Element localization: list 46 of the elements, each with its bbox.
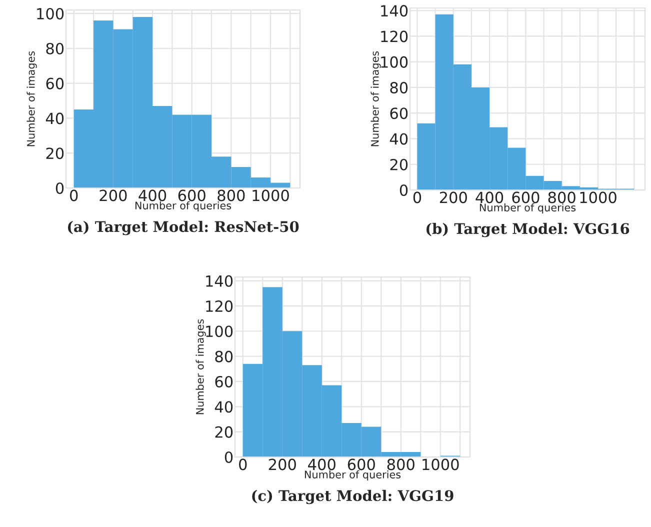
x-tick-label: 1000 — [422, 458, 459, 470]
y-tick-label: 100 — [206, 326, 233, 338]
y-tick-label: 20 — [390, 158, 408, 170]
x-tick-label: 0 — [413, 192, 422, 204]
y-tick-label: 120 — [206, 300, 233, 312]
x-tick-label: 600 — [348, 458, 375, 470]
y-tick-label: 80 — [215, 350, 233, 362]
y-axis-title: Number of images — [26, 51, 37, 146]
y-tick-label: 20 — [215, 426, 233, 438]
x-tick-label: 800 — [387, 458, 414, 470]
x-tick-label: 600 — [512, 192, 540, 204]
x-tick-label: 800 — [218, 190, 245, 202]
x-tick-label: 200 — [100, 190, 127, 202]
x-axis-title: Number of queries — [135, 201, 232, 212]
y-tick-label: 120 — [381, 30, 408, 42]
x-tick-label: 400 — [476, 192, 504, 204]
y-tick-label: 100 — [37, 8, 64, 20]
y-axis-title: Number of images — [370, 51, 381, 146]
y-tick-label: 40 — [46, 112, 64, 124]
y-tick-label: 40 — [390, 133, 408, 145]
x-tick-label: 400 — [308, 458, 336, 470]
text: (c) Target Model: VGG19 — [252, 490, 454, 504]
text: (a) Target Model: ResNet-50 — [68, 220, 299, 236]
y-tick-label: 80 — [390, 82, 408, 94]
x-tick-label: 1000 — [580, 192, 616, 204]
x-tick-label: 800 — [548, 192, 576, 204]
y-tick-label: 60 — [215, 376, 233, 388]
x-tick-label: 400 — [138, 190, 166, 202]
x-tick-label: 200 — [268, 458, 296, 470]
x-tick-label: 0 — [239, 458, 247, 470]
x-tick-label: 0 — [70, 190, 78, 202]
y-tick-label: 100 — [381, 56, 408, 68]
y-tick-label: 60 — [390, 108, 408, 120]
x-tick-label: 200 — [440, 192, 467, 204]
x-tick-label: 600 — [178, 190, 206, 202]
y-axis-title: Number of images — [196, 319, 206, 414]
y-tick-label: 140 — [381, 5, 408, 17]
x-axis-title: Number of queries — [480, 203, 576, 214]
y-tick-label: 140 — [206, 275, 233, 287]
y-tick-label: 40 — [214, 401, 233, 413]
x-tick-label: 1000 — [252, 190, 289, 202]
y-tick-label: 20 — [46, 148, 64, 160]
y-tick-label: 80 — [46, 42, 64, 54]
y-tick-label: 60 — [46, 78, 64, 90]
text: (b) Target Model: VGG16 — [426, 222, 630, 238]
x-axis-title: Number of queries — [304, 470, 401, 480]
